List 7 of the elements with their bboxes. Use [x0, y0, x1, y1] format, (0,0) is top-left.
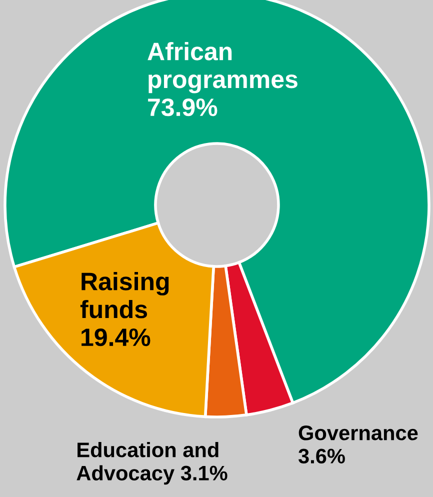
data-label: 19.4% [82, 328, 150, 346]
slice-label: Raising funds [80, 272, 169, 318]
slice-label: Education and Advocacy 3.1% [76, 442, 228, 485]
slice-label: Governance [298, 426, 418, 440]
data-label: 73.9% [148, 98, 218, 116]
data-label: 3.6% [298, 448, 345, 464]
slice-label: African programmes [148, 42, 298, 94]
